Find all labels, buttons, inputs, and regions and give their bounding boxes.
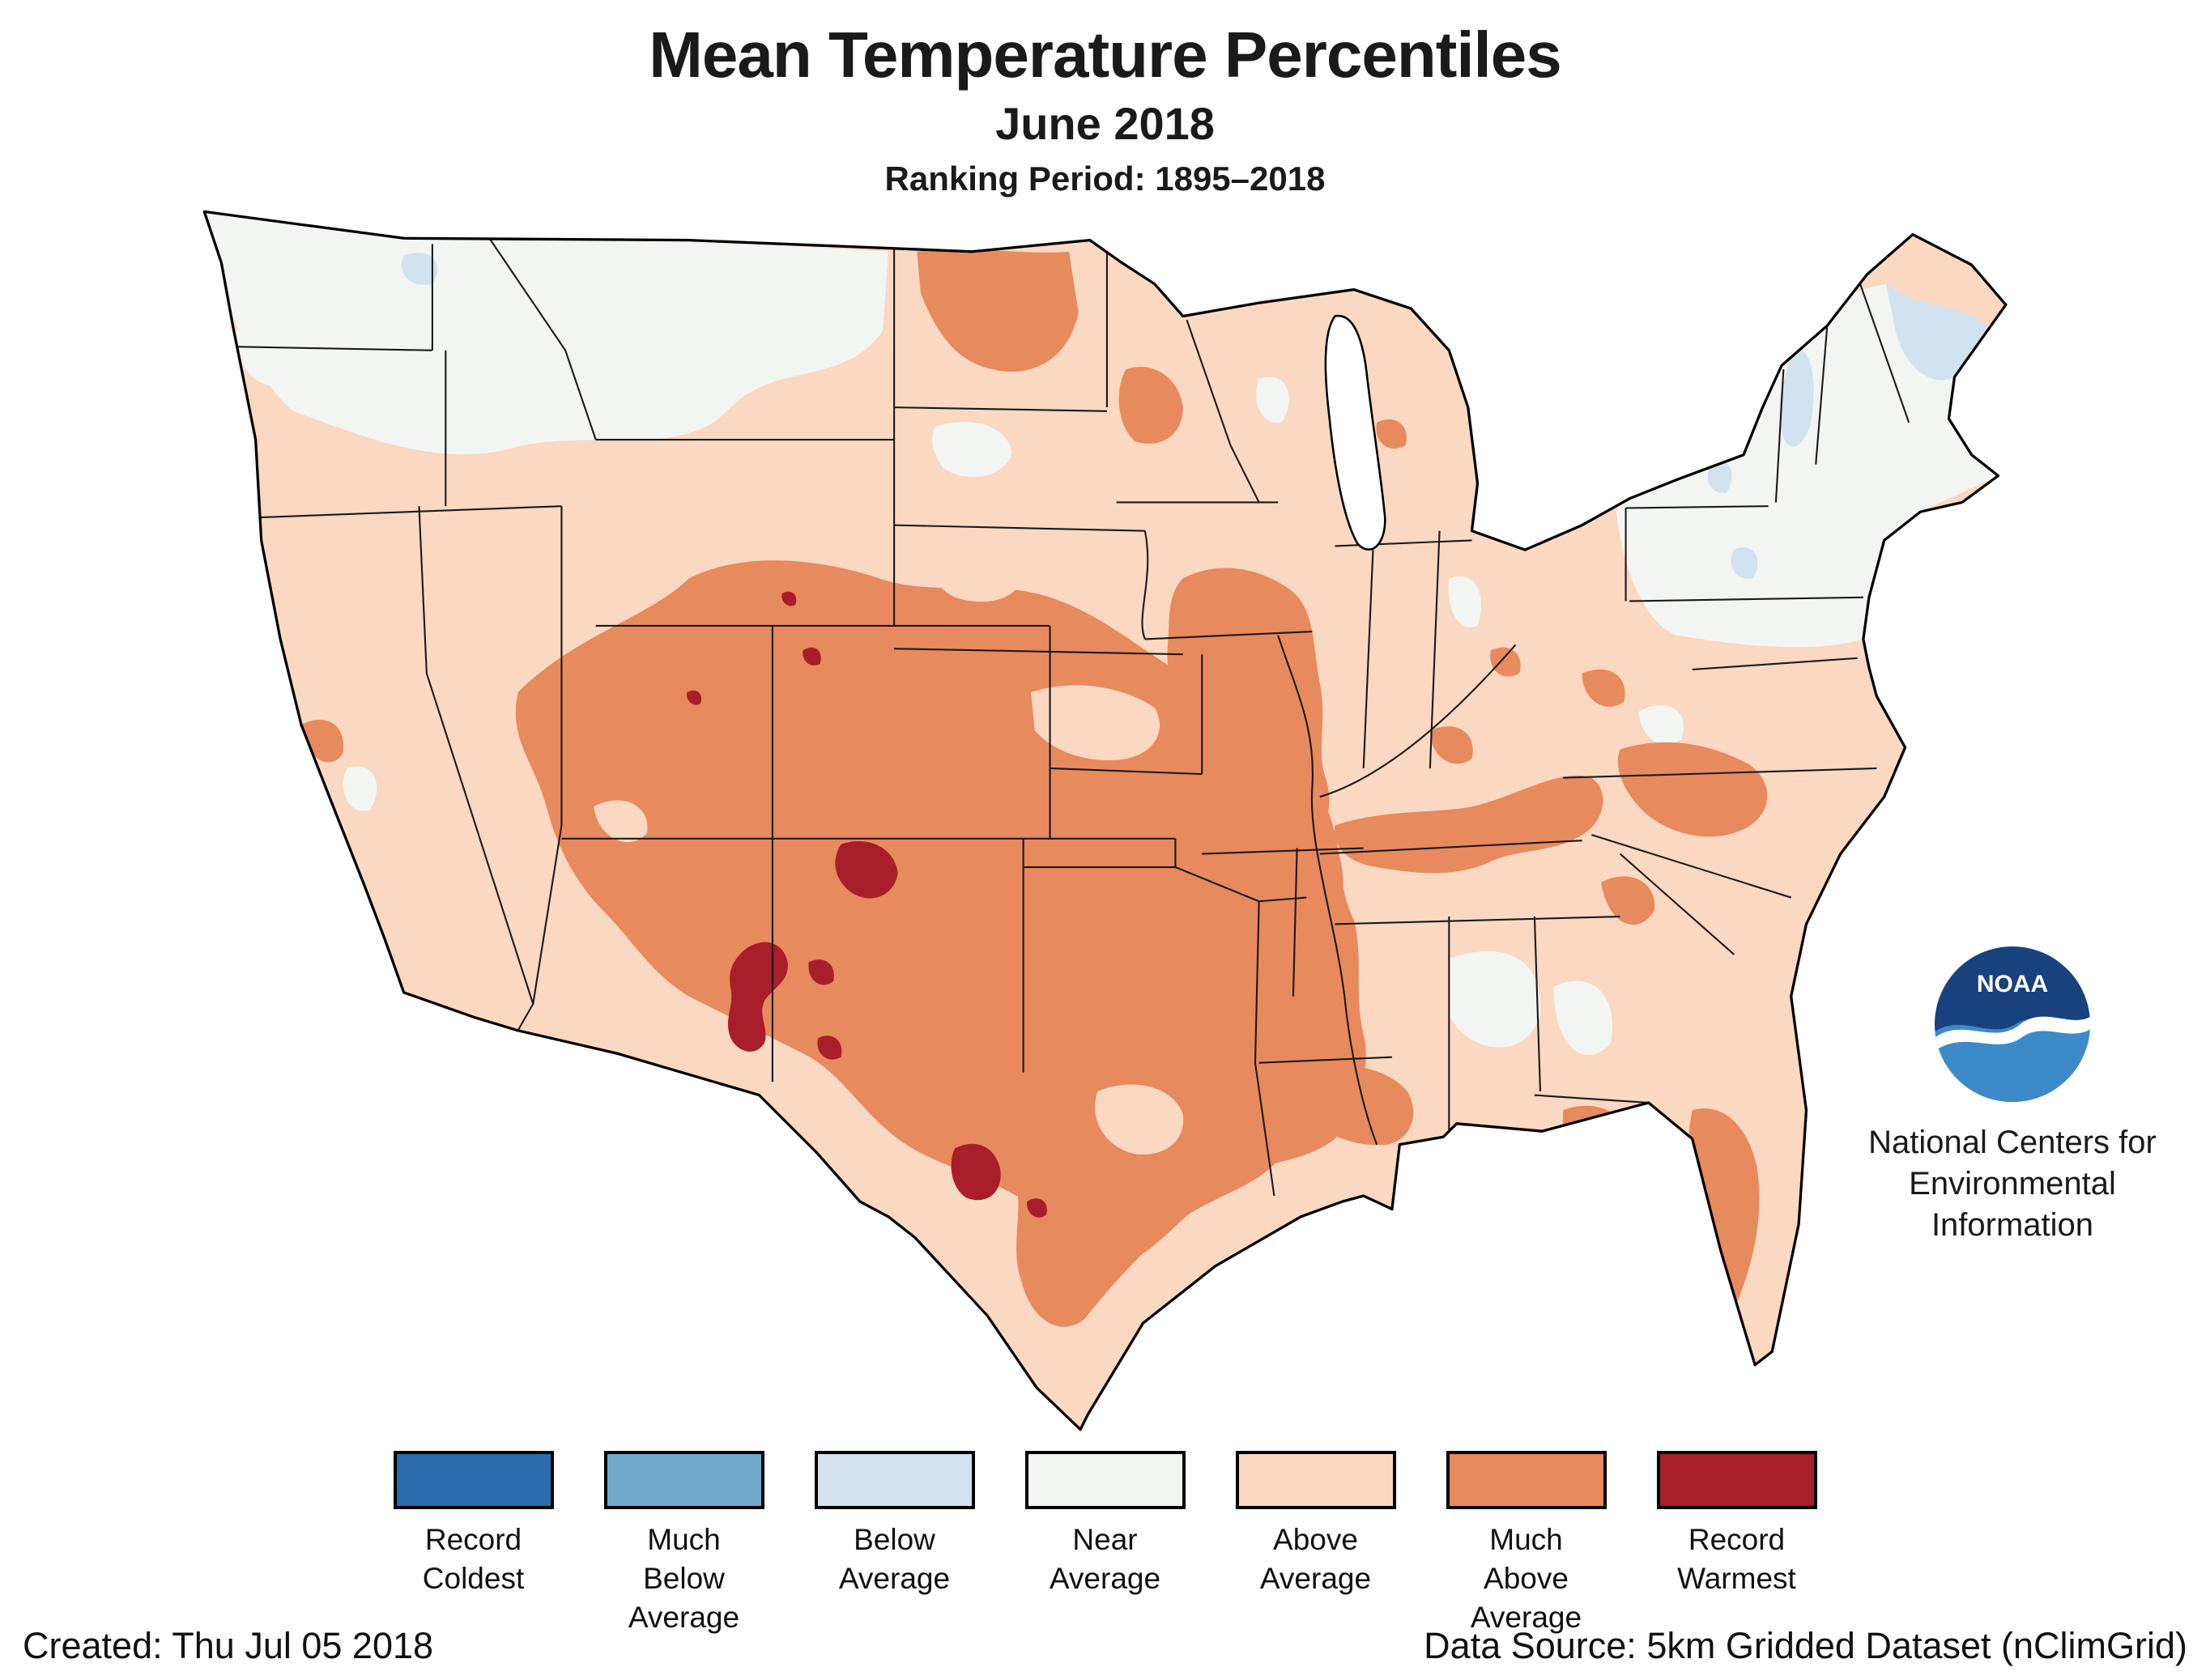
legend-label-below-average: Below Average	[838, 1523, 951, 1596]
map-region-below-average	[401, 253, 1991, 579]
noaa-caption-line-2: Environmental	[1909, 1166, 2116, 1202]
legend-label-near-average: Near Average	[1049, 1523, 1161, 1596]
legend-label-record-warmest: Record Warmest	[1677, 1523, 1796, 1596]
ranking-period: Ranking Period: 1895–2018	[884, 159, 1326, 198]
page-title: Mean Temperature Percentiles	[649, 19, 1562, 91]
us-percentile-map	[202, 210, 2008, 1431]
legend-item-below-average: Below Average	[814, 1451, 975, 1637]
noaa-logo-text: NOAA	[1977, 971, 2048, 997]
legend-item-record-warmest: Record Warmest	[1656, 1451, 1817, 1637]
created-timestamp: Created: Thu Jul 05 2018	[23, 1625, 434, 1666]
data-source: Data Source: 5km Gridded Dataset (nClimG…	[1424, 1625, 2187, 1666]
legend-swatch-below-average	[814, 1451, 975, 1509]
legend-swatch-above-average	[1235, 1451, 1396, 1509]
legend-item-much-below-average: Much Below Average	[603, 1451, 764, 1637]
legend-item-near-average: Near Average	[1024, 1451, 1186, 1637]
legend-item-much-above-average: Much Above Average	[1446, 1451, 1607, 1637]
legend-item-record-coldest: Record Coldest	[393, 1451, 554, 1637]
legend-swatch-much-above-average	[1446, 1451, 1607, 1509]
noaa-logo-block: NOAA National Centers for Environmental …	[1846, 943, 2178, 1247]
legend-label-much-below-average: Much Below Average	[628, 1523, 740, 1635]
legend-item-above-average: Above Average	[1235, 1451, 1396, 1637]
legend-label-above-average: Above Average	[1259, 1523, 1372, 1596]
lake-michigan	[1324, 314, 1386, 551]
legend-swatch-record-warmest	[1656, 1451, 1817, 1509]
noaa-caption-line-1: National Centers for	[1868, 1125, 2157, 1160]
legend-swatch-record-coldest	[393, 1451, 554, 1509]
noaa-caption: National Centers for Environmental Infor…	[1846, 1122, 2178, 1247]
legend-label-much-above-average: Much Above Average	[1470, 1523, 1582, 1635]
noaa-caption-line-3: Information	[1931, 1207, 2094, 1244]
map-region-near-average	[204, 211, 1999, 1056]
legend-swatch-near-average	[1024, 1451, 1186, 1509]
noaa-logo-icon: NOAA	[1935, 946, 2090, 1102]
legend-swatch-much-below-average	[603, 1451, 764, 1509]
header: Mean Temperature Percentiles June 2018 R…	[0, 18, 2210, 198]
legend-label-record-coldest: Record Coldest	[422, 1523, 525, 1596]
legend: Record Coldest Much Below Average Below Averag…	[393, 1451, 1817, 1637]
map-region-above-average-patches	[594, 555, 1184, 1155]
page-subtitle: June 2018	[995, 98, 1215, 149]
